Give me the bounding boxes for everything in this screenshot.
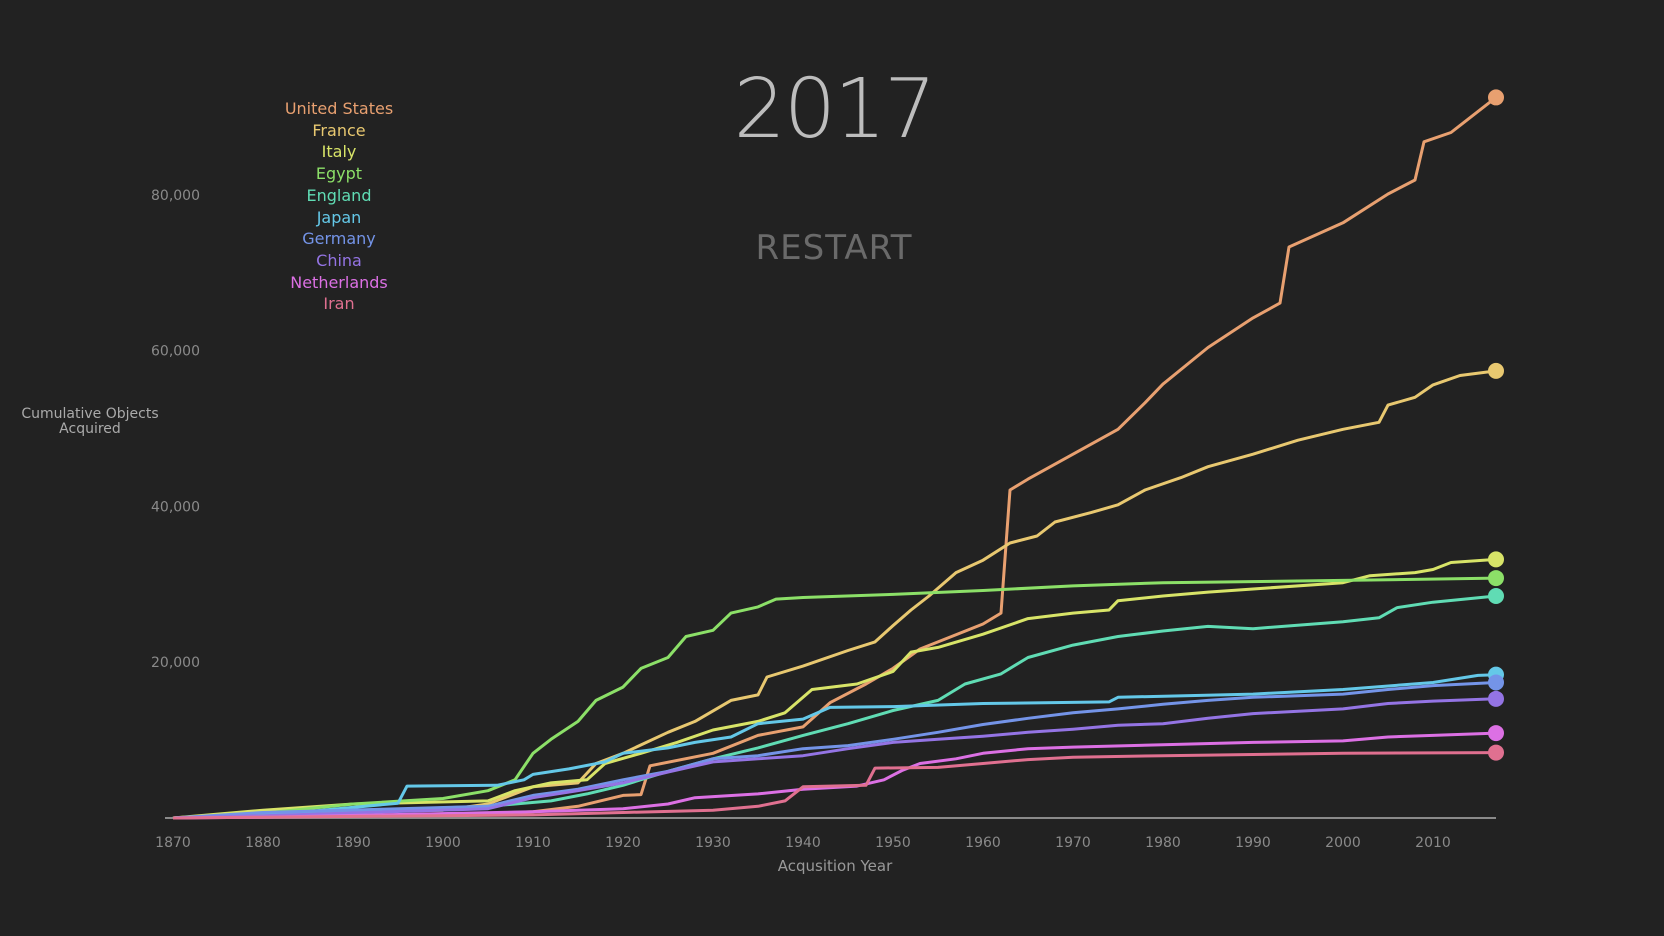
y-axis-label: Cumulative Objects Acquired bbox=[21, 406, 159, 437]
series-line-england bbox=[172, 594, 1497, 820]
x-tick-label: 1870 bbox=[155, 835, 191, 851]
x-tick-label: 1880 bbox=[245, 835, 281, 851]
legend-item-egypt[interactable]: Egypt bbox=[315, 164, 363, 184]
series-end-marker-germany bbox=[1488, 674, 1504, 691]
y-tick-label: 20,000 bbox=[151, 655, 200, 671]
series-line-egypt bbox=[172, 576, 1497, 820]
x-tick-label: 1990 bbox=[1235, 835, 1271, 851]
series-line-italy bbox=[172, 557, 1497, 820]
series-end-marker-egypt bbox=[1488, 570, 1504, 587]
legend: United States France Italy Egypt England Japa… bbox=[239, 98, 439, 315]
x-tick-label: 1890 bbox=[335, 835, 371, 851]
series-end-marker-italy bbox=[1488, 551, 1504, 568]
y-tick-label: 60,000 bbox=[151, 344, 200, 360]
legend-item-england[interactable]: England bbox=[306, 185, 372, 205]
x-tick-label: 1920 bbox=[605, 835, 641, 851]
year-title: 2017 bbox=[733, 62, 937, 157]
series-line-iran bbox=[172, 751, 1497, 820]
series-line-japan bbox=[172, 673, 1497, 820]
legend-item-iran[interactable]: Iran bbox=[323, 294, 355, 314]
x-tick-label: 1940 bbox=[785, 835, 821, 851]
legend-item-italy[interactable]: Italy bbox=[321, 142, 357, 162]
x-tick-label: 1910 bbox=[515, 835, 551, 851]
legend-item-germany[interactable]: Germany bbox=[302, 229, 376, 249]
legend-item-france[interactable]: France bbox=[312, 120, 366, 140]
x-tick-label: 1980 bbox=[1145, 835, 1181, 851]
series-end-marker-iran bbox=[1488, 744, 1504, 761]
series-end-marker-china bbox=[1488, 690, 1504, 707]
x-tick-label: 1960 bbox=[965, 835, 1001, 851]
x-axis-label: Acqusition Year bbox=[777, 857, 893, 875]
legend-item-united-states[interactable]: United States bbox=[284, 99, 394, 118]
y-tick-label: 40,000 bbox=[151, 499, 200, 515]
x-tick-label: 2000 bbox=[1325, 835, 1361, 851]
x-tick-label: 1930 bbox=[695, 835, 731, 851]
y-tick-label: 80,000 bbox=[151, 188, 200, 204]
legend-item-japan[interactable]: Japan bbox=[316, 207, 362, 227]
series-line-germany bbox=[172, 681, 1497, 820]
x-tick-label: 1970 bbox=[1055, 835, 1091, 851]
restart-button[interactable]: RESTART bbox=[755, 228, 913, 268]
legend-item-china[interactable]: China bbox=[316, 250, 362, 270]
series-end-marker-france bbox=[1488, 362, 1504, 379]
series-end-marker-england bbox=[1488, 587, 1504, 604]
x-tick-label: 2010 bbox=[1415, 835, 1451, 851]
x-tick-label: 1900 bbox=[425, 835, 461, 851]
series-end-marker-united-states bbox=[1488, 89, 1504, 106]
series-line-united-states bbox=[172, 96, 1497, 820]
series-line-china bbox=[172, 697, 1497, 820]
legend-item-netherlands[interactable]: Netherlands bbox=[290, 272, 388, 292]
x-tick-label: 1950 bbox=[875, 835, 911, 851]
series-end-marker-netherlands bbox=[1488, 725, 1504, 742]
